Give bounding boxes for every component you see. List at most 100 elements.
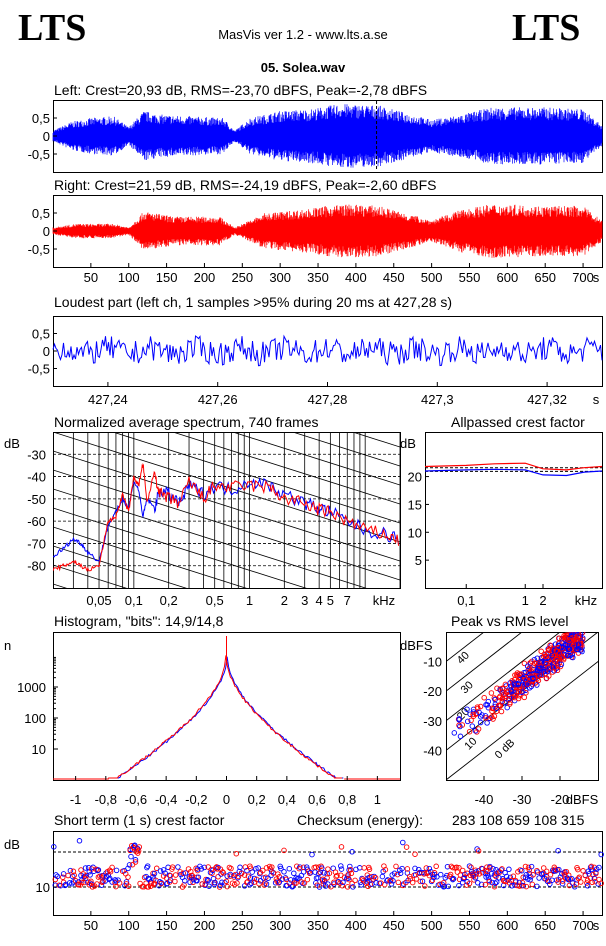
peak-rms-point [568, 632, 575, 638]
peak-rms-point [556, 635, 562, 642]
peak-rms-point [559, 654, 566, 660]
short-term-point [248, 880, 255, 887]
short-term-point [490, 865, 496, 872]
right-xtick-label: 150 [156, 270, 178, 285]
short-term-point [131, 845, 137, 851]
spectrum-xtick-label: 5 [327, 593, 334, 608]
short-term-xtick-label: 150 [156, 918, 178, 933]
short-term-point [384, 878, 390, 884]
peak-rms-point [577, 623, 582, 628]
short-term-point [150, 873, 156, 880]
peak-rms-point [577, 622, 582, 627]
peak-rms-crest-label: 40 [455, 650, 472, 667]
short-term-point [393, 863, 399, 870]
short-term-point [503, 873, 510, 880]
loudest-xtick-label: 427,26 [198, 392, 238, 407]
short-term-point [498, 867, 505, 873]
short-term-point [426, 865, 433, 872]
short-term-point [100, 878, 106, 885]
short-term-point [224, 873, 230, 879]
short-term-point [125, 865, 131, 872]
short-term-point [286, 865, 293, 872]
short-term-point [527, 877, 533, 883]
histogram-xtick-label: -1 [70, 792, 82, 807]
short-term-point [175, 864, 181, 870]
histogram-frame [53, 632, 401, 781]
short-term-point [234, 880, 240, 886]
short-term-point [269, 864, 275, 870]
short-term-point [233, 850, 240, 857]
peak-rms-point [575, 646, 581, 653]
peak-rms-point [544, 661, 550, 667]
short-term-point [157, 868, 164, 874]
short-term-point [238, 870, 245, 877]
short-term-point [431, 870, 438, 876]
right-xtick-label: 600 [496, 270, 518, 285]
short-term-point [223, 878, 230, 885]
short-term-point [144, 863, 151, 869]
peak-rms-point [483, 715, 489, 721]
spectrum-ytick-label: -50 [27, 492, 46, 507]
peak-rms-point [543, 675, 550, 682]
peak-rms-point [559, 640, 565, 646]
peak-rms-point [570, 642, 577, 648]
short-term-point [60, 874, 66, 880]
peak-rms-point [545, 654, 551, 661]
short-term-point [113, 867, 120, 874]
right-x-unit: s [593, 270, 600, 285]
short-term-point [492, 880, 498, 886]
histogram-xtick-label: -0,4 [155, 792, 177, 807]
short-term-xtick-label: 500 [421, 918, 443, 933]
peak-rms-point [573, 623, 578, 628]
histogram-series-right [108, 655, 343, 779]
short-term-point [69, 873, 76, 880]
short-term-point [387, 878, 393, 884]
short-term-point [201, 864, 208, 871]
histogram-y-unit: n [4, 638, 11, 653]
spectrum-ytick-label: -80 [27, 559, 46, 574]
short-term-point [278, 865, 284, 872]
short-term-point [115, 877, 121, 883]
short-term-point [437, 871, 444, 878]
allpassed-xtick-label: 0,1 [457, 593, 475, 608]
loudest-frame [53, 316, 603, 387]
short-term-point [391, 870, 398, 877]
peak-rms-point [477, 719, 484, 726]
spectrum-ytick-label: -40 [27, 470, 46, 485]
short-term-point [350, 884, 356, 890]
short-term-point [309, 851, 315, 858]
short-term-point [113, 883, 119, 890]
short-term-point [390, 878, 396, 884]
peak-rms-point [511, 682, 518, 688]
short-term-point [137, 880, 143, 887]
peak-rms-point [456, 722, 462, 729]
right-xtick-label: 300 [269, 270, 291, 285]
spectrum-xtick-label: 0,2 [160, 593, 178, 608]
peak-rms-point [565, 646, 572, 653]
short-term-point [491, 883, 498, 890]
short-term-point [580, 868, 586, 874]
short-term-point [395, 879, 402, 886]
short-term-point [419, 878, 426, 884]
short-term-point [274, 878, 280, 885]
short-term-point [571, 884, 578, 890]
peak-rms-point [544, 668, 551, 675]
short-term-point [313, 864, 319, 870]
checksum-value: 283 108 659 108 315 [452, 812, 585, 828]
allpassed-ytick-label: 15 [408, 497, 422, 512]
short-term-point [338, 866, 345, 872]
peak-rms-point [577, 626, 582, 631]
short-term-point [596, 864, 602, 871]
peak-rms-point [488, 714, 495, 720]
short-term-point [298, 879, 305, 885]
short-term-point [412, 865, 418, 872]
left-ytick-label: -0,5 [28, 147, 50, 162]
spectrum-xtick-label: 4 [316, 593, 323, 608]
short-term-point [493, 870, 500, 877]
short-term-point [263, 865, 270, 871]
peak-rms-point [481, 694, 487, 701]
short-term-title: Short term (1 s) crest factor [54, 812, 225, 828]
right-ytick-label: 0 [43, 224, 50, 239]
right-xtick-label: 700 [572, 270, 594, 285]
short-term-point [83, 872, 90, 879]
